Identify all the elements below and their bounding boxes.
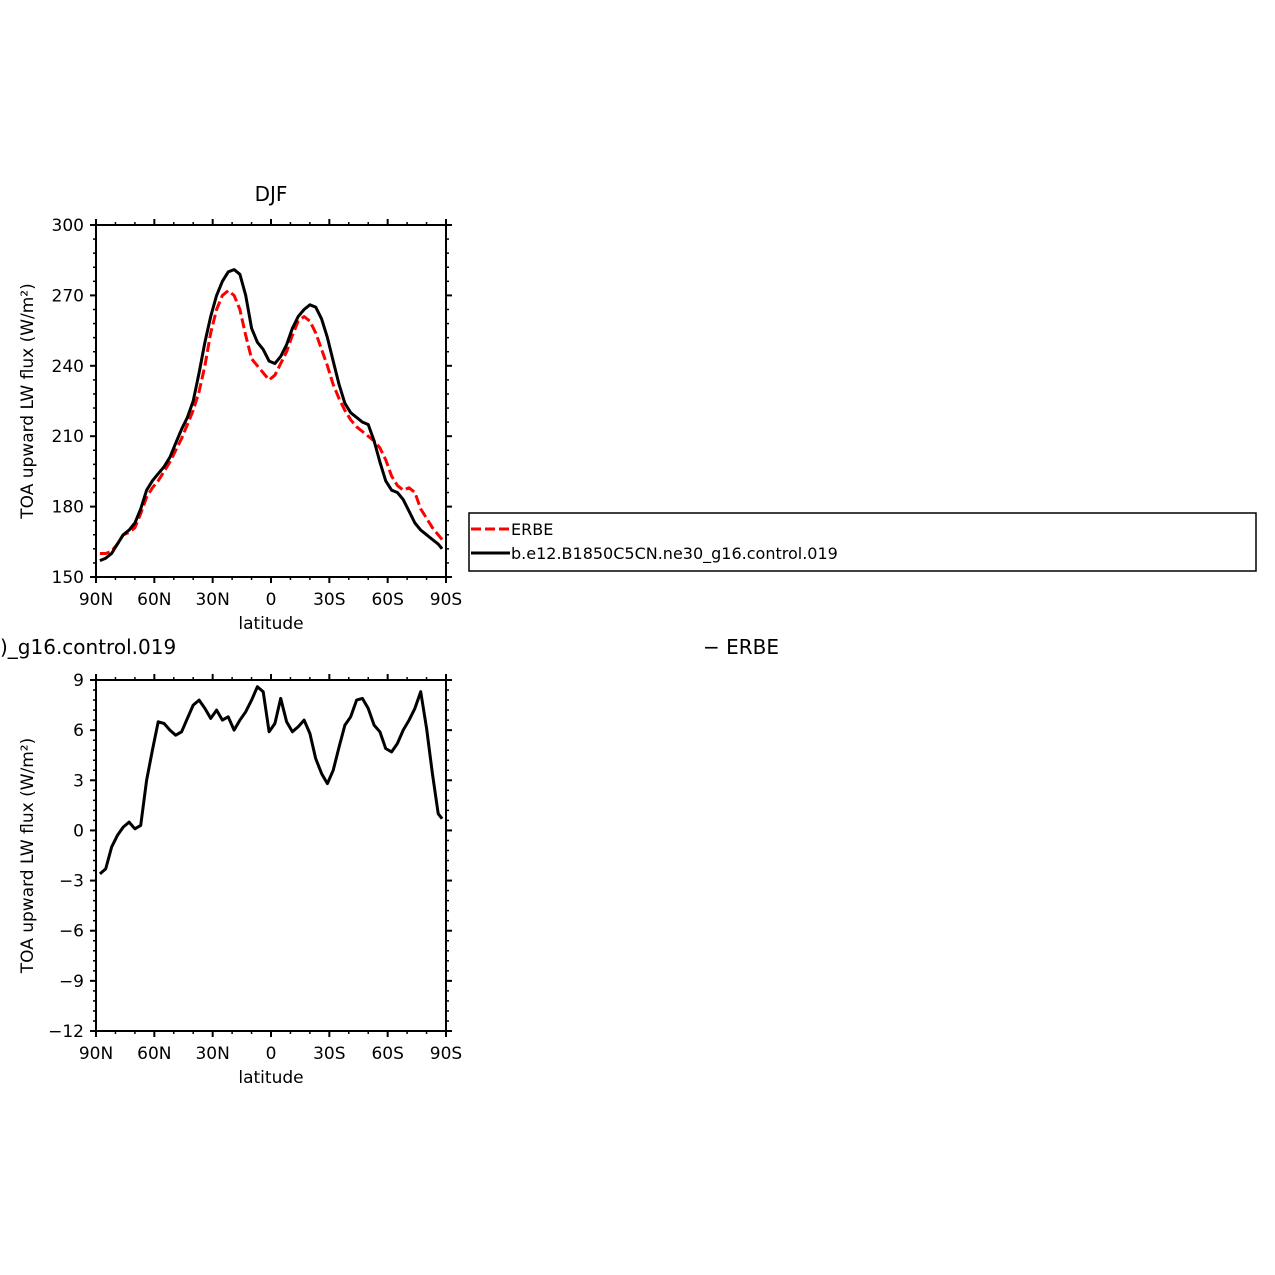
plot-frame <box>95 679 447 1032</box>
y-axis-label: TOA upward LW flux (W/m²) <box>18 738 38 975</box>
series-line-0 <box>98 685 444 876</box>
x-tick-label: 60N <box>137 1044 171 1064</box>
legend-box <box>468 512 1257 572</box>
legend-label-1: b.e12.B1850C5CN.ne30_g16.control.019 <box>511 544 838 564</box>
y-axis-label: TOA upward LW flux (W/m²) <box>18 283 38 520</box>
panel-top: 90N 60N 30N 0 30S 60S 90S 150 180 210 240 270 300 lat… <box>18 182 462 634</box>
chart-title-right: − ERBE <box>703 635 779 659</box>
x-tick-label: 60N <box>137 590 171 610</box>
x-tick-label: 30N <box>195 590 229 610</box>
y-tick-label: −9 <box>59 972 84 992</box>
chart-title: DJF <box>255 182 288 206</box>
y-tick-label: −6 <box>59 922 84 942</box>
x-tick-label: 30S <box>313 590 345 610</box>
y-tick-label: 3 <box>73 771 84 791</box>
y-tick-label: 180 <box>52 498 84 518</box>
y-tick-label: 9 <box>73 671 84 691</box>
plot-frame <box>95 224 447 578</box>
y-tick-label: −12 <box>48 1022 84 1042</box>
y-tick-label: 240 <box>52 357 84 377</box>
y-tick-label: 270 <box>52 286 84 306</box>
x-tick-label: 60S <box>371 1044 403 1064</box>
series-line-1 <box>99 268 444 562</box>
y-tick-label: 300 <box>52 216 84 236</box>
x-tick-label: 90N <box>79 1044 113 1064</box>
y-tick-label: 210 <box>52 427 84 447</box>
legend-label-0: ERBE <box>511 520 553 539</box>
chart-title-left: )_g16.control.019 <box>0 635 176 659</box>
x-tick-label: 30S <box>313 1044 345 1064</box>
x-tick-label: 0 <box>266 1044 277 1064</box>
legend: ERBE b.e12.B1850C5CN.ne30_g16.control.019 <box>468 512 1257 572</box>
x-tick-label: 30N <box>195 1044 229 1064</box>
x-tick-label: 90N <box>79 590 113 610</box>
series-line-0 <box>99 289 444 555</box>
x-tick-label: 90S <box>430 1044 462 1064</box>
x-axis-label: latitude <box>238 1068 303 1088</box>
y-tick-label: −3 <box>59 872 84 892</box>
x-axis-label: latitude <box>238 614 303 634</box>
panel-bottom: 90N 60N 30N 0 30S 60S 90S −12 −9 −6 −3 0 3 6 9 latitude… <box>0 635 779 1088</box>
y-tick-label: 0 <box>73 821 84 841</box>
x-tick-label: 60S <box>371 590 403 610</box>
y-tick-label: 150 <box>52 568 84 588</box>
y-tick-label: 6 <box>73 721 84 741</box>
x-tick-label: 0 <box>266 590 277 610</box>
x-tick-label: 90S <box>430 590 462 610</box>
